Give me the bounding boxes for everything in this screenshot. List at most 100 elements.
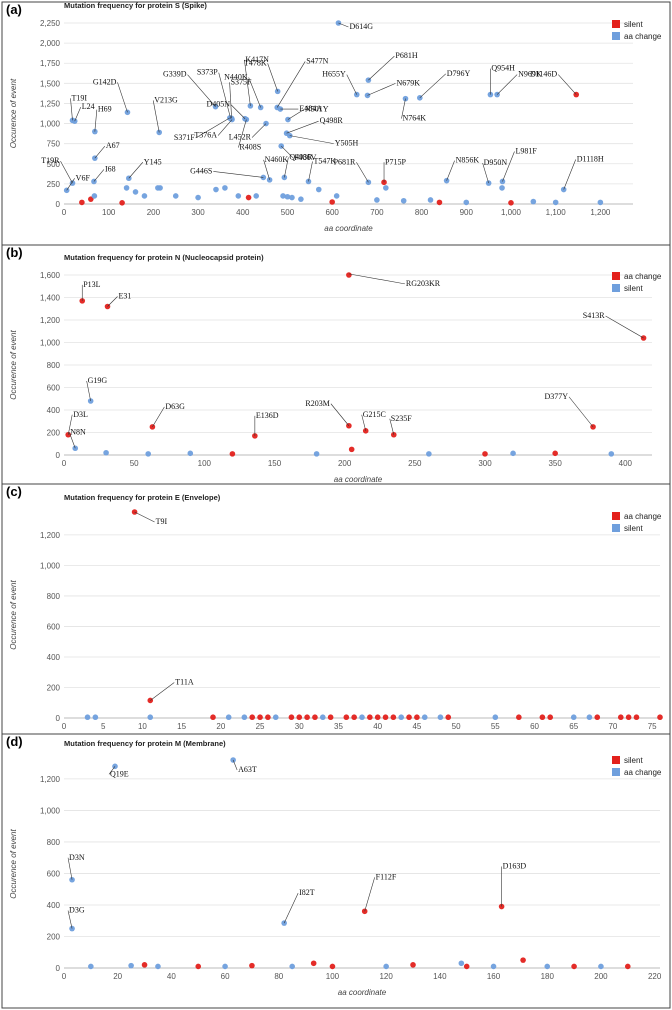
annotation-leader — [496, 74, 518, 95]
x-tick-label: 350 — [548, 459, 562, 468]
annotation-label: S413R — [583, 311, 605, 320]
data-point — [257, 714, 263, 721]
annotation-leader — [238, 119, 247, 148]
annotation-label: D63G — [165, 402, 185, 411]
x-tick-label: 800 — [415, 208, 429, 217]
data-point — [289, 963, 295, 970]
data-point — [398, 714, 405, 721]
annotation-leader — [134, 511, 155, 523]
panel-letter: (a) — [6, 2, 22, 17]
data-point — [195, 963, 202, 970]
annotation-label: D3L — [73, 410, 88, 419]
annotation-label: T376A — [194, 131, 217, 140]
data-point — [657, 714, 663, 721]
data-point — [351, 714, 357, 721]
data-point — [346, 272, 352, 278]
data-point — [128, 962, 134, 969]
x-tick-label: 0 — [62, 722, 67, 731]
legend-swatch — [612, 32, 620, 40]
data-point — [624, 963, 631, 970]
x-tick-label: 140 — [433, 972, 447, 981]
data-point — [249, 962, 255, 969]
annotation-label: L981F — [515, 146, 537, 155]
y-tick-label: 2,250 — [40, 19, 61, 28]
x-tick-label: 0 — [62, 972, 67, 981]
legend-label: aa change — [624, 768, 662, 777]
legend-label: aa change — [624, 512, 662, 521]
x-tick-label: 50 — [452, 722, 461, 731]
annotation-leader — [94, 145, 106, 159]
legend-swatch — [612, 284, 620, 292]
data-point — [382, 714, 389, 721]
data-point — [400, 197, 407, 204]
y-axis-label: Occurence of event — [9, 580, 18, 650]
x-tick-label: 300 — [191, 208, 205, 217]
chart-title: Mutation frequency for protein N (Nucleo… — [64, 253, 264, 262]
annotation-label: F112F — [376, 872, 397, 881]
data-point — [319, 714, 326, 721]
legend-swatch — [612, 272, 620, 280]
x-tick-label: 20 — [216, 722, 225, 731]
annotation-leader — [287, 109, 305, 120]
annotation-leader — [248, 77, 261, 108]
data-point — [359, 714, 365, 721]
y-tick-label: 1,000 — [40, 561, 61, 570]
panel-frame — [1, 733, 671, 1009]
annotation-label: N764K — [402, 114, 426, 123]
data-point — [312, 714, 318, 721]
annotation-label: N856K — [456, 156, 480, 165]
data-point — [617, 714, 624, 721]
y-tick-label: 0 — [56, 964, 61, 973]
data-point — [552, 199, 559, 206]
annotation-leader — [263, 159, 270, 180]
chart-panel-2: (c) Mutation frequency for protein E (Env… — [1, 483, 671, 735]
data-point — [272, 714, 279, 721]
annotation-leader — [67, 910, 73, 929]
annotation-label: F486V — [294, 153, 316, 162]
data-point — [119, 199, 125, 206]
data-point — [383, 185, 389, 191]
data-point — [289, 194, 295, 201]
annotation-label: R408S — [239, 143, 261, 152]
y-tick-label: 600 — [47, 622, 61, 631]
annotation-leader — [346, 74, 358, 95]
annotation-label: T19I — [71, 93, 87, 102]
annotation-leader — [74, 107, 82, 122]
annotation-leader — [187, 74, 216, 107]
data-point — [406, 714, 412, 721]
data-point — [249, 714, 256, 721]
annotation-label: E484A — [299, 104, 322, 113]
annotation-leader — [150, 682, 175, 701]
data-point — [288, 714, 295, 721]
y-tick-label: 750 — [47, 140, 61, 149]
annotation-label: P715P — [385, 157, 406, 166]
y-tick-label: 0 — [56, 200, 61, 209]
annotation-leader — [568, 396, 594, 428]
annotation-label: A67 — [106, 141, 120, 150]
annotation-label: I82T — [299, 888, 315, 897]
data-point — [84, 714, 91, 721]
x-tick-label: 40 — [167, 972, 176, 981]
y-axis-label: Occurence of event — [9, 330, 18, 400]
x-tick-label: 50 — [130, 459, 139, 468]
data-point — [298, 196, 304, 202]
data-point — [594, 714, 601, 721]
panel-letter: (c) — [6, 484, 22, 499]
data-point — [172, 193, 179, 199]
y-tick-label: 1,500 — [40, 79, 61, 88]
annotation-leader — [195, 117, 230, 139]
y-tick-label: 0 — [56, 451, 61, 460]
data-point — [414, 714, 420, 721]
data-point — [508, 199, 514, 206]
annotation-leader — [330, 403, 350, 426]
legend-label: silent — [624, 524, 643, 533]
data-point — [145, 451, 152, 457]
annotation-label: Q954H — [491, 64, 515, 73]
x-tick-label: 0 — [62, 208, 67, 217]
data-point — [436, 199, 443, 206]
data-point — [510, 450, 516, 457]
data-point — [597, 199, 604, 206]
annotation-leader — [218, 72, 232, 119]
data-point — [539, 714, 546, 721]
annotation-leader — [348, 273, 405, 285]
